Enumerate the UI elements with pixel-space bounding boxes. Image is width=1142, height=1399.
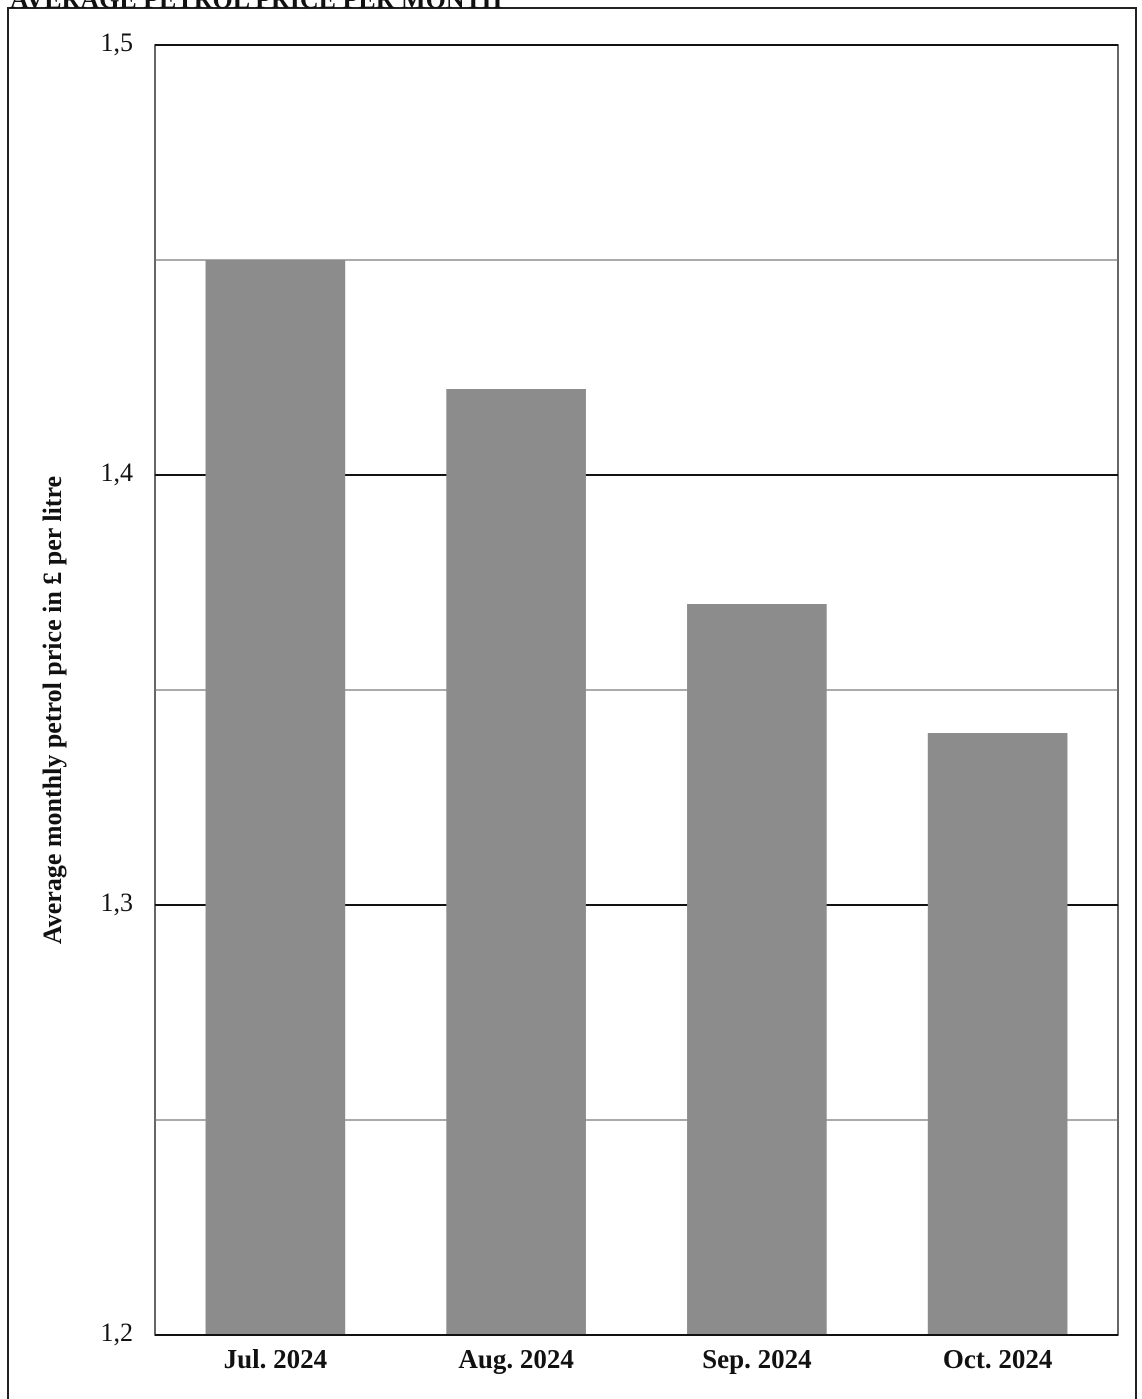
bar — [687, 604, 827, 1335]
x-tick-label: Sep. 2024 — [702, 1344, 812, 1374]
x-tick-label: Oct. 2024 — [943, 1344, 1052, 1374]
bar — [446, 389, 586, 1335]
y-tick-label: 1,3 — [101, 888, 134, 917]
y-axis-label: Average monthly petrol price in £ per li… — [38, 476, 67, 944]
x-tick-label: Jul. 2024 — [224, 1344, 328, 1374]
bar — [205, 260, 346, 1335]
bar — [927, 733, 1068, 1335]
chart-title: AVERAGE PETROL PRICE PER MONTH — [10, 0, 502, 14]
y-tick-label: 1,4 — [101, 458, 134, 487]
y-tick-label: 1,2 — [101, 1318, 134, 1347]
frame — [7, 7, 1137, 1399]
x-tick-label: Aug. 2024 — [458, 1344, 574, 1374]
y-tick-label: 1,5 — [101, 28, 134, 57]
